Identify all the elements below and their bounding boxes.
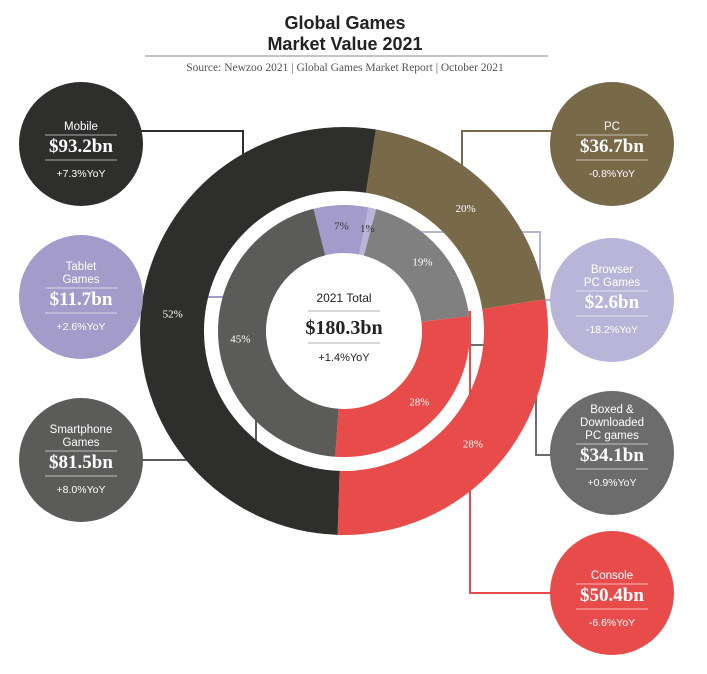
connector-pc [461, 130, 552, 168]
outer-slice-mobile [140, 127, 376, 535]
inner-slice-browser-pc-games [359, 207, 377, 256]
bubble-tablet-name-line: Tablet [66, 261, 97, 273]
inner-pct-label-smartphone-games: 45% [230, 334, 250, 346]
category-bubbles: Mobile$93.2bn+7.3%YoYTabletGames$11.7bn+… [19, 82, 674, 655]
bubble-boxed-name-line: Boxed & [590, 404, 634, 416]
inner-slice-boxed-and-downloaded-pc-games [363, 209, 470, 322]
bubble-smartphone-yoy: +8.0%YoY [57, 484, 106, 496]
inner-pct-label-tablet-games: 7% [334, 221, 349, 233]
bubble-boxed-yoy: +0.9%YoY [588, 477, 637, 489]
outer-slice-pc [365, 129, 546, 310]
ring-percent-labels: 20% 28% 52% 7% 1% 19% 28% 45% [163, 203, 483, 450]
bubble-tablet-yoy: +2.6%YoY [57, 321, 106, 333]
inner-ring [217, 205, 470, 458]
bubble-pc-yoy: -0.8%YoY [589, 168, 635, 180]
center-total: 2021 Total $180.3bn +1.4%YoY [305, 291, 382, 364]
bubble-smartphone-name-line: Smartphone [50, 424, 113, 436]
bubble-smartphone-circle [19, 398, 143, 522]
outer-slice-console [337, 299, 548, 535]
bubble-mobile-circle [19, 82, 143, 206]
bubble-mobile-yoy: +7.3%YoY [57, 168, 106, 180]
bubble-pc-value: $36.7bn [580, 136, 644, 157]
chart-title-line-2: Market Value 2021 [267, 34, 422, 54]
bubble-boxed-name-line: Downloaded [580, 417, 644, 429]
bubble-boxed-value: $34.1bn [580, 445, 644, 466]
bubble-browser-yoy: -18.2%YoY [586, 324, 638, 336]
bubble-mobile: Mobile $93.2bn +7.3%YoY [19, 82, 143, 206]
outer-ring [140, 127, 548, 535]
bubble-console-yoy: -6.6%YoY [589, 617, 635, 629]
inner-slice-console [335, 316, 470, 458]
bubble-pc: PC $36.7bn -0.8%YoY [550, 82, 674, 206]
bubble-smartphone-value: $81.5bn [49, 452, 113, 473]
bubble-mobile-name-line: Mobile [64, 121, 98, 133]
bubble-console-circle [550, 531, 674, 655]
bubble-tablet-value: $11.7bn [50, 289, 113, 310]
total-label: 2021 Total [316, 291, 371, 305]
inner-slice-smartphone-games [217, 208, 339, 457]
inner-slice-tablet-games [313, 205, 369, 256]
bubble-tablet-name-line: Games [62, 274, 99, 286]
inner-pct-label-console: 28% [409, 396, 429, 408]
bubble-mobile-value: $93.2bn [49, 136, 113, 157]
bubble-boxed-name-line: PC games [585, 430, 639, 442]
bubble-smartphone-name-line: Games [62, 437, 99, 449]
inner-pct-label-browser-pc-games: 1% [360, 223, 375, 235]
bubble-pc-circle [550, 82, 674, 206]
bubble-console-value: $50.4bn [580, 585, 644, 606]
bubble-browser-value: $2.6bn [585, 292, 640, 313]
chart-source: Source: Newzoo 2021 | Global Games Marke… [186, 62, 504, 74]
outer-pct-label-pc: 20% [456, 203, 476, 215]
inner-pct-label-boxed-and-downloaded-pc-games: 19% [412, 256, 432, 268]
total-value: $180.3bn [305, 317, 382, 339]
outer-pct-label-console: 28% [463, 438, 483, 450]
bubble-browser-name-line: PC Games [584, 277, 640, 289]
bubble-tablet-circle [19, 235, 143, 359]
chart-title-line-1: Global Games [284, 13, 405, 33]
bubble-console: Console $50.4bn -6.6%YoY [550, 531, 674, 655]
bubble-browser-circle [550, 238, 674, 362]
bubble-boxed-circle [550, 391, 674, 515]
connector-mobile [110, 130, 244, 162]
bubble-console-name-line: Console [591, 570, 633, 582]
outer-pct-label-mobile: 52% [163, 308, 183, 320]
bubble-browser-name-line: Browser [591, 264, 633, 276]
total-yoy: +1.4%YoY [318, 352, 370, 364]
bubble-pc-name-line: PC [604, 121, 620, 133]
